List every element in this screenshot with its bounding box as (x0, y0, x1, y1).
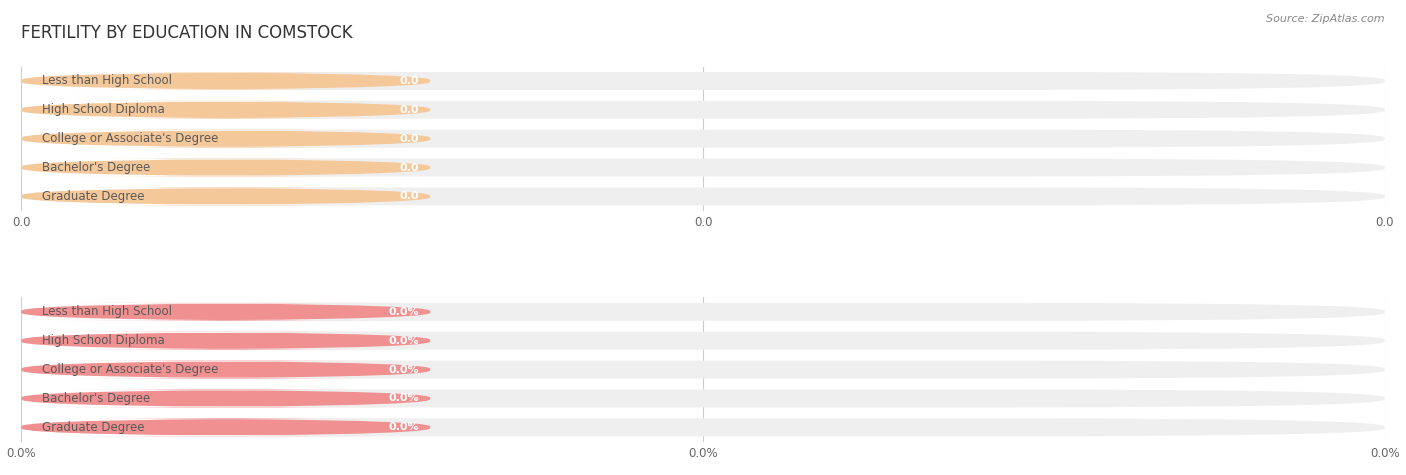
FancyBboxPatch shape (21, 332, 1385, 350)
FancyBboxPatch shape (21, 159, 1385, 177)
FancyBboxPatch shape (21, 72, 430, 90)
FancyBboxPatch shape (21, 130, 430, 148)
Text: 0.0%: 0.0% (388, 422, 419, 432)
Text: 0.0: 0.0 (399, 133, 419, 143)
Text: College or Associate's Degree: College or Associate's Degree (42, 363, 218, 376)
FancyBboxPatch shape (21, 101, 430, 119)
FancyBboxPatch shape (21, 361, 1385, 379)
Text: 0.0%: 0.0% (388, 307, 419, 317)
FancyBboxPatch shape (21, 390, 1385, 408)
Text: Less than High School: Less than High School (42, 75, 172, 87)
Text: Less than High School: Less than High School (42, 305, 172, 318)
FancyBboxPatch shape (21, 101, 1385, 119)
FancyBboxPatch shape (21, 303, 430, 321)
FancyBboxPatch shape (21, 418, 430, 436)
Text: College or Associate's Degree: College or Associate's Degree (42, 132, 218, 145)
Text: 0.0: 0.0 (399, 105, 419, 115)
FancyBboxPatch shape (21, 332, 430, 350)
Text: 0.0%: 0.0% (388, 365, 419, 375)
Text: FERTILITY BY EDUCATION IN COMSTOCK: FERTILITY BY EDUCATION IN COMSTOCK (21, 24, 353, 42)
FancyBboxPatch shape (21, 130, 1385, 148)
Text: 0.0: 0.0 (399, 191, 419, 201)
Text: High School Diploma: High School Diploma (42, 103, 165, 116)
Text: Graduate Degree: Graduate Degree (42, 190, 143, 203)
Text: 0.0: 0.0 (399, 76, 419, 86)
Text: High School Diploma: High School Diploma (42, 334, 165, 347)
Text: Bachelor's Degree: Bachelor's Degree (42, 161, 150, 174)
FancyBboxPatch shape (21, 303, 1385, 321)
Text: Graduate Degree: Graduate Degree (42, 421, 143, 434)
FancyBboxPatch shape (21, 159, 430, 177)
FancyBboxPatch shape (21, 188, 1385, 205)
FancyBboxPatch shape (21, 418, 1385, 436)
Text: 0.0%: 0.0% (388, 393, 419, 403)
Text: 0.0%: 0.0% (388, 336, 419, 346)
FancyBboxPatch shape (21, 361, 430, 379)
FancyBboxPatch shape (21, 188, 430, 205)
Text: 0.0: 0.0 (399, 162, 419, 172)
FancyBboxPatch shape (21, 72, 1385, 90)
Text: Bachelor's Degree: Bachelor's Degree (42, 392, 150, 405)
FancyBboxPatch shape (21, 390, 430, 408)
Text: Source: ZipAtlas.com: Source: ZipAtlas.com (1267, 14, 1385, 24)
